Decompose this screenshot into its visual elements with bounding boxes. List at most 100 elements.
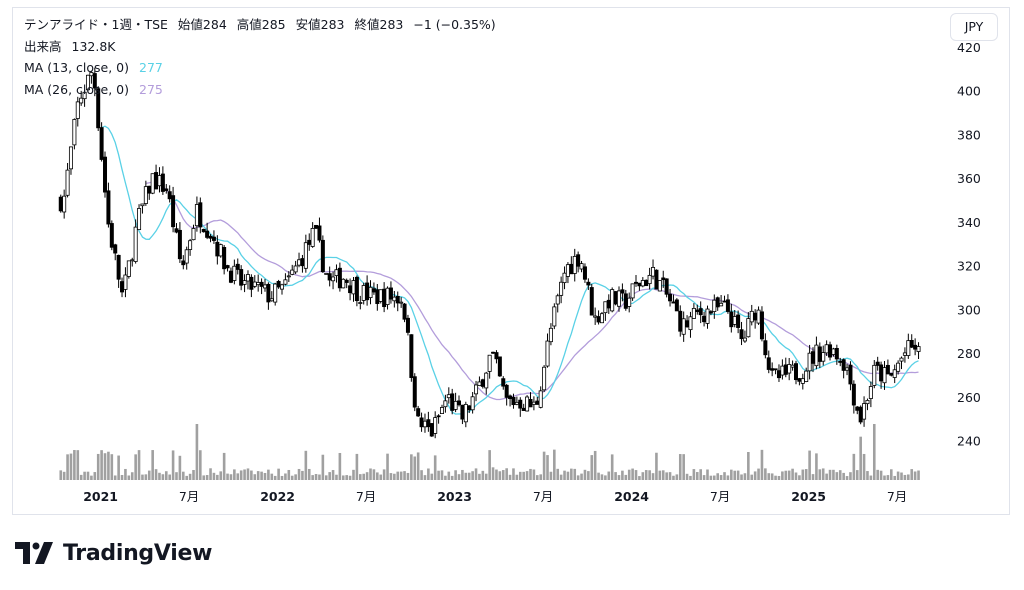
candle-body xyxy=(181,260,186,266)
volume-bar xyxy=(685,473,689,480)
close-label: 終値 xyxy=(354,17,380,32)
candles xyxy=(58,67,921,439)
volume-bar xyxy=(798,475,801,480)
candle-body xyxy=(616,290,621,307)
volume-bar xyxy=(907,474,910,480)
volume-bar xyxy=(127,475,131,480)
volume-bar xyxy=(304,450,308,480)
tradingview-logo-icon xyxy=(15,542,53,564)
volume-bar xyxy=(130,472,134,480)
candle-body xyxy=(582,266,587,280)
candle-body xyxy=(763,340,768,356)
volume-bar xyxy=(144,474,148,480)
candle-body xyxy=(531,401,536,405)
volume-bar xyxy=(113,475,117,480)
candle-body xyxy=(188,240,193,250)
volume-bar xyxy=(604,475,607,480)
candle-body xyxy=(896,362,901,372)
volume-bar xyxy=(512,468,515,480)
volume-bar xyxy=(539,474,543,480)
volume-bar xyxy=(913,471,917,480)
volume-bar xyxy=(461,469,464,480)
candle-body xyxy=(514,401,519,405)
symbol-name: テンアライド・1週・TSE xyxy=(24,17,168,32)
volume-bar xyxy=(883,475,886,480)
candle-body xyxy=(371,288,376,293)
currency-button[interactable]: JPY xyxy=(950,13,998,41)
volume-bar xyxy=(678,454,682,480)
candle-body xyxy=(678,310,683,332)
volume-label: 出来高 xyxy=(24,39,62,54)
candle-body xyxy=(637,282,642,287)
volume-bar xyxy=(69,453,73,480)
x-tick-label: 7月 xyxy=(356,489,376,504)
volume-bar xyxy=(719,475,723,480)
candle-body xyxy=(559,281,564,296)
volume-bar xyxy=(216,474,219,480)
volume-bar xyxy=(627,469,631,480)
volume-bar xyxy=(273,475,277,480)
volume-bar xyxy=(382,469,386,480)
x-tick-label: 7月 xyxy=(710,489,730,504)
candle-body xyxy=(314,225,319,229)
candle-body xyxy=(433,417,438,434)
candle-body xyxy=(753,312,758,321)
candle-body xyxy=(75,101,80,119)
volume-bar xyxy=(107,451,110,480)
volume-bar xyxy=(651,473,655,480)
candle-body xyxy=(739,329,744,340)
volume-bar xyxy=(341,475,345,480)
candle-body xyxy=(562,272,567,284)
y-tick-label: 360 xyxy=(957,171,981,186)
volume-bar xyxy=(202,475,206,480)
volume-bar xyxy=(529,468,532,480)
volume-bar xyxy=(124,468,127,480)
candle-body xyxy=(865,400,870,405)
candle-body xyxy=(290,269,295,275)
volume-bar xyxy=(747,451,750,480)
volume-bar xyxy=(100,450,103,480)
candle-body xyxy=(354,276,359,302)
candle-body xyxy=(521,407,526,411)
candle-body xyxy=(909,339,914,348)
candle-body xyxy=(797,378,802,382)
candle-body xyxy=(606,299,611,309)
candle-body xyxy=(72,119,77,146)
volume-bar xyxy=(345,475,348,480)
candle-body xyxy=(528,399,533,408)
candle-body xyxy=(239,269,244,286)
volume-bar xyxy=(141,474,144,480)
candle-body xyxy=(715,297,720,308)
candlestick-chart[interactable]: 240 260 280 300 320 340 360 380 400 420 2021 7月 2022… xyxy=(13,8,1011,516)
candle-body xyxy=(569,263,574,275)
candle-body xyxy=(252,281,257,287)
volume-bar xyxy=(239,470,243,480)
candle-body xyxy=(419,417,424,428)
candle-body xyxy=(548,327,553,343)
candle-body xyxy=(235,263,240,270)
volume-bar xyxy=(852,453,856,480)
candle-body xyxy=(702,315,707,323)
open-value: 284 xyxy=(202,17,227,32)
volume-bar xyxy=(328,472,331,480)
x-tick-label: 2021 xyxy=(83,489,118,504)
candle-body xyxy=(249,276,254,290)
volume-bar xyxy=(617,475,621,480)
candle-body xyxy=(749,310,754,323)
volume-bar xyxy=(532,469,536,480)
volume-bar xyxy=(219,471,223,480)
volume-bar xyxy=(498,471,502,480)
volume-bar xyxy=(777,475,781,480)
y-tick-label: 300 xyxy=(957,302,981,317)
volume-bar xyxy=(835,472,839,480)
volume-bar xyxy=(246,468,250,480)
volume-bar xyxy=(250,470,253,480)
volume-bar xyxy=(260,471,263,480)
volume-bar xyxy=(147,470,151,480)
candle-body xyxy=(300,258,305,267)
volume-bar xyxy=(542,451,546,480)
volume-bar xyxy=(270,473,274,480)
volume-bar xyxy=(580,473,583,480)
volume-bar xyxy=(600,474,604,480)
volume-bar xyxy=(423,475,427,480)
